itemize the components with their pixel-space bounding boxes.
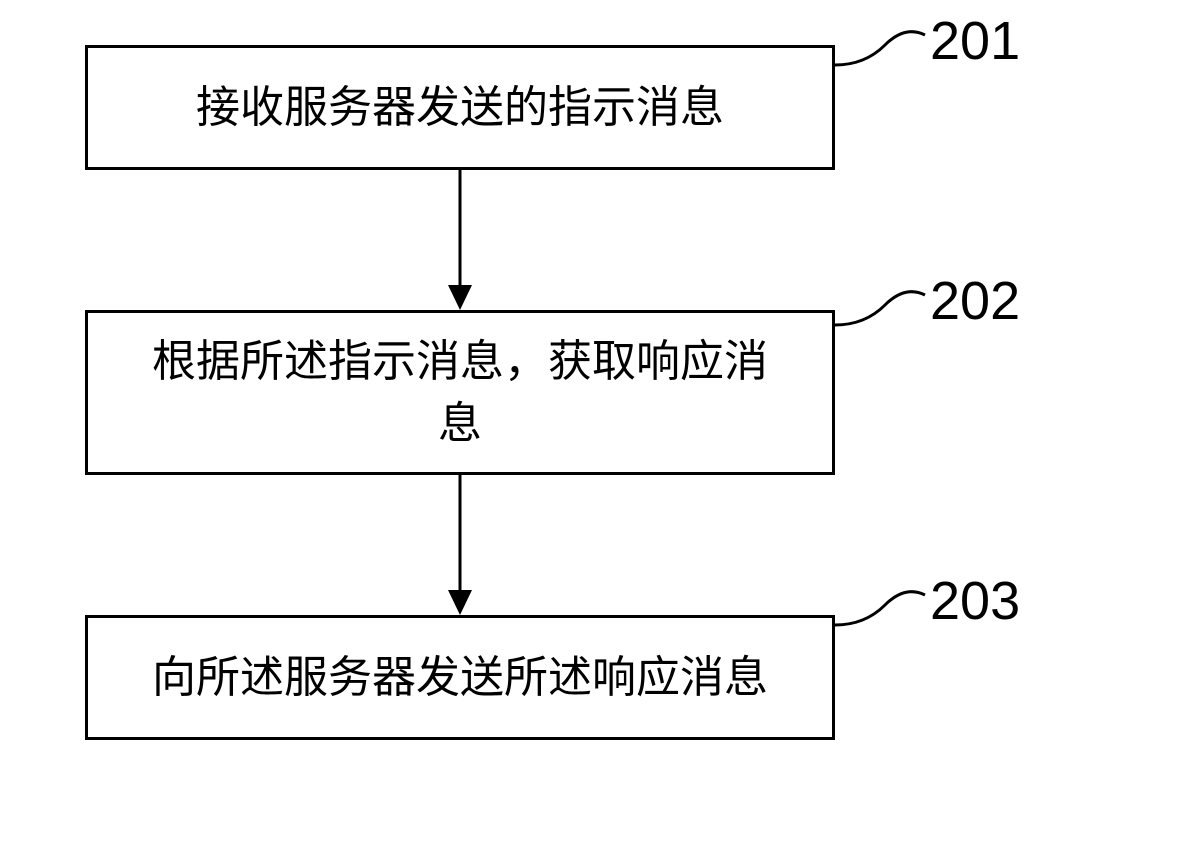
flowchart-node-1: 接收服务器发送的指示消息 — [85, 45, 835, 170]
arrow-2-to-3 — [440, 475, 480, 615]
label-connector-1 — [835, 20, 935, 80]
flowchart-node-3: 向所述服务器发送所述响应消息 — [85, 615, 835, 740]
label-connector-3 — [835, 580, 935, 640]
arrow-1-to-2 — [440, 170, 480, 310]
node-1-label: 201 — [930, 10, 1020, 72]
flowchart-node-2: 根据所述指示消息，获取响应消 息 — [85, 310, 835, 475]
flowchart-diagram: 接收服务器发送的指示消息 201 根据所述指示消息，获取响应消 息 202 向所… — [0, 0, 1203, 864]
node-2-text: 根据所述指示消息，获取响应消 息 — [152, 331, 768, 454]
node-2-label: 202 — [930, 270, 1020, 332]
node-3-label: 203 — [930, 570, 1020, 632]
label-connector-2 — [835, 280, 935, 340]
node-3-text: 向所述服务器发送所述响应消息 — [152, 647, 768, 709]
node-1-text: 接收服务器发送的指示消息 — [196, 77, 724, 139]
